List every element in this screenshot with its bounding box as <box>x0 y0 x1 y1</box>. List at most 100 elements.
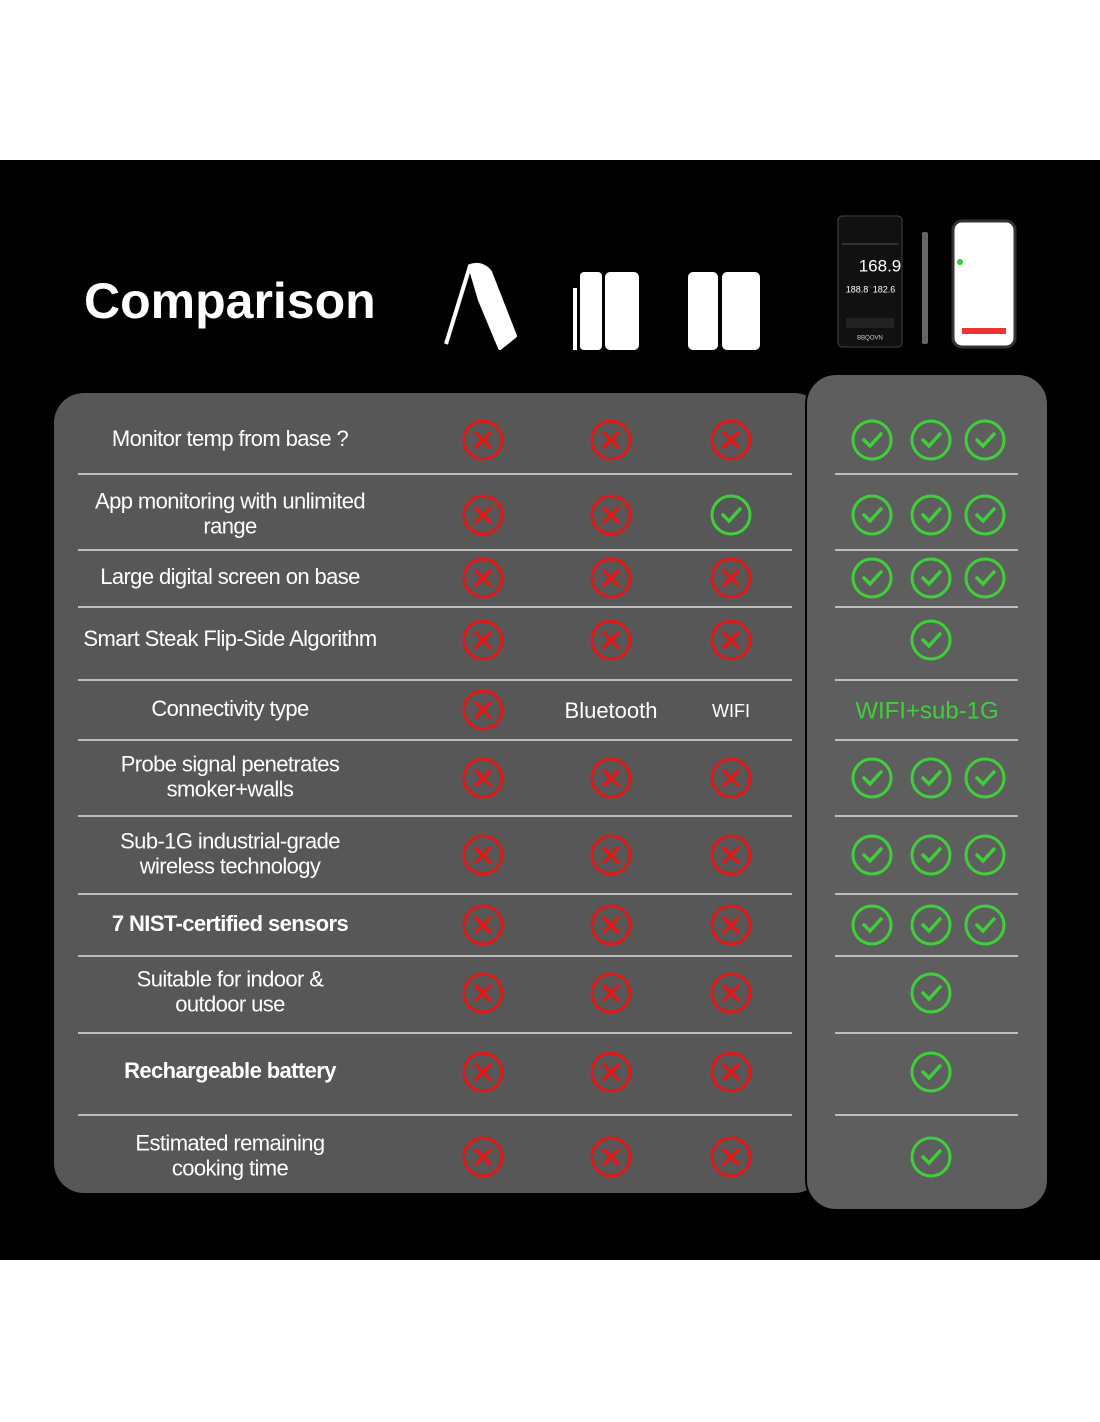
cross-icon <box>710 1051 752 1093</box>
check-icon <box>851 834 893 876</box>
icon-glyph <box>975 507 996 524</box>
cross-icon <box>710 757 752 799</box>
icon-glyph <box>921 917 942 934</box>
our-panel <box>805 373 1049 1211</box>
icon-ring <box>710 494 752 536</box>
icon-glyph <box>862 507 883 524</box>
icon-glyph <box>862 917 883 934</box>
icon-glyph <box>722 846 740 864</box>
icon-ring <box>590 1136 632 1178</box>
cross-icon <box>462 557 504 599</box>
icon-ring <box>851 834 893 876</box>
icon-ring <box>710 757 752 799</box>
cross-icon <box>590 619 632 661</box>
device-reading: 168.9 <box>859 256 902 275</box>
check-icon <box>964 494 1006 536</box>
icon-ring <box>910 834 952 876</box>
row-label: Sub-1G industrial-grade <box>120 828 340 853</box>
row-label: outdoor use <box>175 991 285 1016</box>
check-icon <box>964 834 1006 876</box>
row-label: smoker+walls <box>167 776 294 801</box>
icon-ring <box>590 757 632 799</box>
icon-ring <box>910 1051 952 1093</box>
icon-glyph <box>721 507 742 524</box>
icon-glyph <box>921 1149 942 1166</box>
product-icon <box>573 272 639 350</box>
icon-glyph <box>862 570 883 587</box>
cell-text: Bluetooth <box>565 698 658 723</box>
icon-ring <box>590 904 632 946</box>
icon-ring <box>710 557 752 599</box>
icon-ring <box>710 1051 752 1093</box>
cross-icon <box>462 494 504 536</box>
cross-icon <box>462 757 504 799</box>
icon-ring <box>964 419 1006 461</box>
row-label: Estimated remaining <box>135 1130 324 1155</box>
cross-icon <box>462 972 504 1014</box>
icon-glyph <box>474 916 492 934</box>
check-icon <box>910 757 952 799</box>
icon-glyph <box>722 916 740 934</box>
icon-ring <box>462 419 504 461</box>
cross-icon <box>710 557 752 599</box>
icon-glyph <box>602 846 620 864</box>
icon-glyph <box>921 432 942 449</box>
cross-icon <box>462 419 504 461</box>
icon-ring <box>462 757 504 799</box>
icon-glyph <box>474 984 492 1002</box>
icon-glyph <box>474 769 492 787</box>
cross-icon <box>710 619 752 661</box>
cross-icon <box>710 834 752 876</box>
icon-glyph <box>722 631 740 649</box>
device-target: 188.8 <box>846 284 869 294</box>
row-label: 7 NIST-certified sensors <box>112 911 349 936</box>
cross-icon <box>590 557 632 599</box>
cross-icon <box>462 619 504 661</box>
title: Comparison <box>84 273 376 329</box>
device-image: 168.9 188.8 182.6 BBQOVN <box>837 215 1017 349</box>
icon-glyph <box>474 506 492 524</box>
icon-ring <box>964 494 1006 536</box>
cross-icon <box>462 1136 504 1178</box>
icon-ring <box>462 494 504 536</box>
icon-glyph <box>921 570 942 587</box>
row-label: range <box>203 513 257 538</box>
icon-ring <box>910 972 952 1014</box>
icon-glyph <box>862 847 883 864</box>
icon-ring <box>851 557 893 599</box>
check-icon <box>910 557 952 599</box>
icon-glyph <box>975 570 996 587</box>
cross-icon <box>710 1136 752 1178</box>
icon-glyph <box>975 770 996 787</box>
check-icon <box>851 494 893 536</box>
icon-ring <box>851 904 893 946</box>
device-brand: BBQOVN <box>857 336 883 342</box>
cell-text: WIFI <box>712 701 750 721</box>
icon-glyph <box>602 569 620 587</box>
icon-ring <box>851 757 893 799</box>
icon-ring <box>964 757 1006 799</box>
icon-ring <box>851 494 893 536</box>
icon-glyph <box>602 506 620 524</box>
cross-icon <box>462 904 504 946</box>
icon-glyph <box>722 1063 740 1081</box>
icon-ring <box>462 904 504 946</box>
check-icon <box>910 1051 952 1093</box>
cross-icon <box>590 972 632 1014</box>
icon-glyph <box>722 431 740 449</box>
icon-glyph <box>602 984 620 1002</box>
icon-ring <box>964 834 1006 876</box>
icon-glyph <box>722 569 740 587</box>
cross-icon <box>590 834 632 876</box>
icon-ring <box>462 1136 504 1178</box>
check-icon <box>910 1136 952 1178</box>
cross-icon <box>710 904 752 946</box>
cross-icon <box>590 494 632 536</box>
device-ambient: 182.6 <box>873 284 896 294</box>
icon-ring <box>910 494 952 536</box>
icon-glyph <box>474 431 492 449</box>
icon-ring <box>910 757 952 799</box>
icon-glyph <box>602 916 620 934</box>
product-icon <box>444 262 517 350</box>
